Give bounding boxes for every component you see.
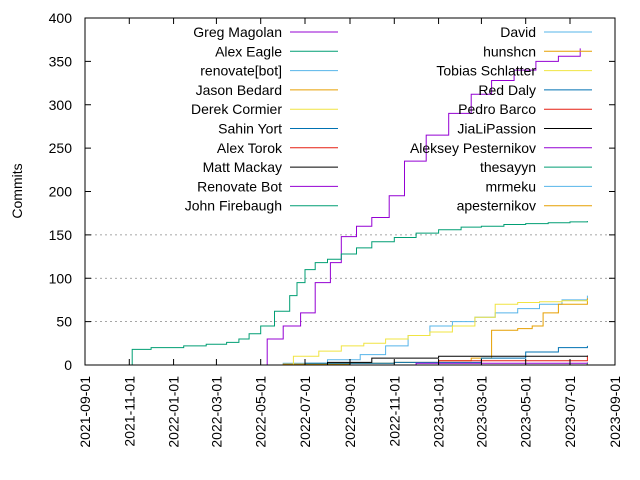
series-line: [252, 48, 581, 366]
legend-label: John Firebaugh: [185, 198, 282, 214]
legend-label: Sahin Yort: [218, 121, 282, 137]
y-tick-label: 150: [49, 227, 73, 243]
legend-label: Renovate Bot: [197, 178, 282, 194]
series-line: [226, 295, 588, 366]
y-tick-label: 50: [56, 314, 72, 330]
series-line: [274, 299, 588, 366]
legend-label: Pedro Barco: [458, 101, 536, 117]
legend-label: Jason Bedard: [196, 82, 282, 98]
x-tick-label: 2022-07-01: [297, 376, 313, 448]
grid-lines: [85, 234, 615, 322]
legend-label: Tobias Schlatter: [436, 63, 536, 79]
legend-label: Derek Cormier: [191, 101, 282, 117]
y-tick-label: 200: [49, 184, 73, 200]
x-tick-label: 2023-09-01: [607, 376, 623, 448]
legend-label: Alex Torok: [217, 140, 283, 156]
y-tick-label: 400: [49, 10, 73, 26]
legend: Greg Magolan Alex Eagle renovate[bot] Jason…: [185, 24, 592, 214]
x-tick-label: 2022-05-01: [253, 376, 269, 448]
legend-label: David: [500, 24, 536, 40]
series-line: [124, 221, 588, 366]
legend-label: thesayyn: [480, 159, 536, 175]
y-tick-label: 300: [49, 97, 73, 113]
legend-label: renovate[bot]: [200, 63, 282, 79]
y-tick-label: 250: [49, 140, 73, 156]
x-tick-label: 2022-11-01: [386, 376, 402, 447]
legend-label: apesternikov: [457, 198, 536, 214]
x-tick-label: 2022-09-01: [342, 376, 358, 448]
x-tick-label: 2021-11-01: [121, 376, 137, 447]
series-line: [238, 345, 588, 366]
axis-ticks: 0 50 100 150 200 250 300 350 400 2021-09-01 2021-1…: [49, 10, 623, 448]
y-tick-label: 100: [49, 270, 73, 286]
y-tick-label: 0: [64, 357, 72, 373]
legend-label: hunshcn: [483, 43, 536, 59]
y-tick-label: 350: [49, 53, 73, 69]
x-tick-label: 2023-05-01: [518, 376, 534, 448]
series-line: [260, 355, 588, 366]
legend-label: Greg Magolan: [193, 24, 282, 40]
legend-label: Red Daly: [478, 82, 536, 98]
y-axis-label: Commits: [9, 163, 25, 218]
x-tick-label: 2022-01-01: [166, 376, 182, 448]
x-tick-label: 2023-07-01: [562, 376, 578, 448]
legend-label: Matt Mackay: [203, 159, 282, 175]
x-tick-label: 2021-09-01: [77, 376, 93, 448]
x-tick-label: 2022-03-01: [208, 376, 224, 448]
x-tick-label: 2023-01-01: [431, 376, 447, 448]
legend-label: JiaLiPassion: [457, 121, 536, 137]
x-tick-label: 2023-03-01: [473, 376, 489, 448]
legend-label: mrmeku: [485, 178, 536, 194]
legend-label: Alex Eagle: [215, 43, 282, 59]
legend-label: Aleksey Pesternikov: [410, 140, 536, 156]
